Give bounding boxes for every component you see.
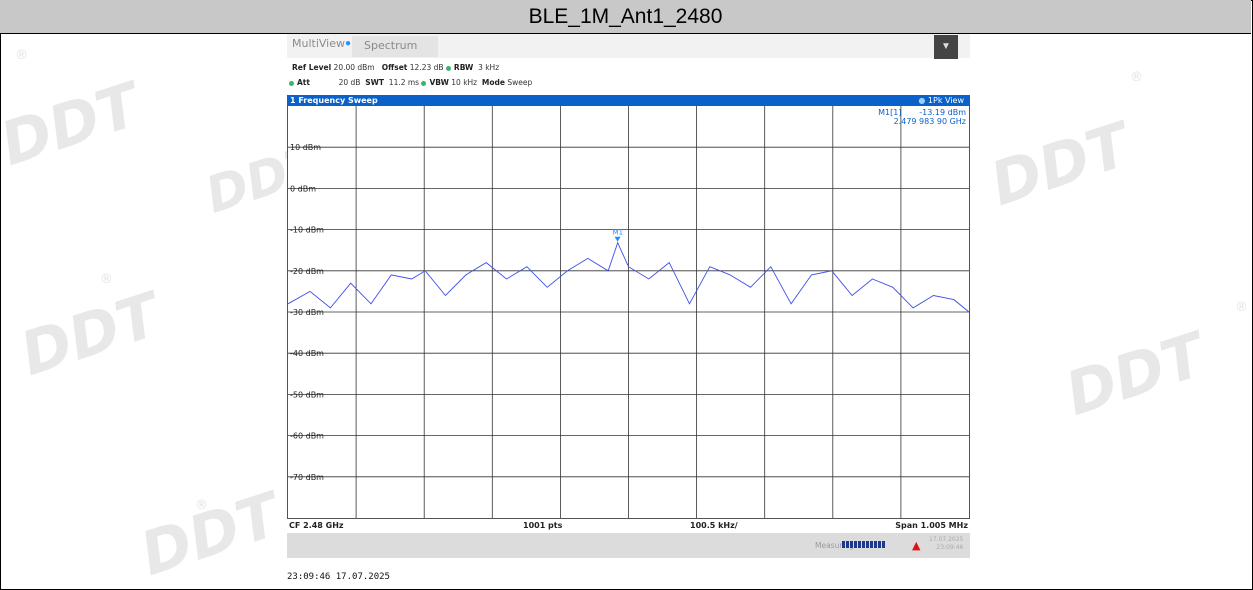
offset-label: Offset — [381, 63, 408, 72]
spectrum-chart: 10 dBm 0 dBm -10 dBm -20 dBm -30 dBm -40 dBm -… — [288, 106, 969, 518]
center-frequency: CF 2.48 GHz — [289, 521, 344, 530]
sweep-title: 1 Frequency Sweep — [290, 96, 378, 105]
y-tick-label: -50 dBm — [290, 390, 324, 399]
sweep-points: 1001 pts — [523, 521, 563, 530]
y-tick-label: -20 dBm — [290, 267, 324, 276]
y-tick-label: -30 dBm — [290, 308, 324, 317]
ref-level-label: Ref Level — [292, 63, 332, 72]
marker-readout: M1[1] -13.19 dBm 2.479 983 90 GHz — [878, 108, 966, 126]
marker-frequency: 2.479 983 90 GHz — [893, 117, 966, 126]
ref-level-value: 20.00 dBm — [333, 63, 375, 72]
y-tick-label: -40 dBm — [290, 349, 324, 358]
y-tick-label: 10 dBm — [290, 143, 321, 152]
swt-value: 11.2 ms — [388, 78, 420, 87]
y-tick-label: -70 dBm — [290, 473, 324, 482]
frequency-per-division: 100.5 kHz/ — [690, 521, 738, 530]
registered-mark: ® — [100, 272, 113, 287]
trace-view: ● 1Pk View — [918, 95, 964, 106]
swt-label: SWT — [365, 78, 385, 87]
menu-button[interactable]: ▼ — [934, 35, 958, 59]
marker-m1-label: M1 — [613, 229, 624, 237]
sweep-header: 1 Frequency Sweep ● 1Pk View — [287, 95, 970, 106]
measuring-status: Measuring... — [815, 541, 862, 550]
vbw-value: 10 kHz — [451, 78, 478, 87]
rbw-dot-icon — [445, 65, 451, 71]
param-row-2: Att 20 dB SWT 11.2 ms VBW 10 kHz Mode Sw… — [289, 78, 532, 87]
param-row-1: Ref Level 20.00 dBm Offset 12.23 dB RBW … — [292, 63, 499, 72]
warning-icon[interactable]: ▲ — [912, 539, 921, 552]
marker-level: -13.19 dBm — [919, 108, 966, 117]
tab-bar: MultiView ● Spectrum ▼ — [287, 34, 970, 59]
y-tick-label: -10 dBm — [290, 226, 324, 235]
tab-multiview[interactable]: MultiView — [292, 37, 345, 50]
chevron-down-icon: ▼ — [941, 41, 951, 52]
status-datetime: 17.07.2025 23:09:46 — [929, 536, 963, 552]
capture-timestamp: 23:09:46 17.07.2025 — [287, 572, 390, 582]
status-bar: Measuring... ▲ 17.07.2025 23:09:46 — [287, 533, 970, 558]
page-title: BLE_1M_Ant1_2480 — [0, 0, 1251, 34]
att-value: 20 dB — [338, 78, 361, 87]
att-dot-icon — [289, 80, 294, 86]
registered-mark: ® — [195, 498, 208, 513]
mode-label: Mode — [481, 78, 505, 87]
status-date: 17.07.2025 — [929, 536, 964, 543]
registered-mark: ® — [15, 48, 28, 63]
y-tick-label: -60 dBm — [290, 432, 324, 441]
spectrum-trace — [288, 241, 969, 313]
span: Span 1.005 MHz — [895, 521, 968, 530]
spectrum-plot: 10 dBm 0 dBm -10 dBm -20 dBm -30 dBm -40 dBm -… — [287, 106, 970, 518]
spectrum-analyzer-screen: MultiView ● Spectrum ▼ Ref Level 20.00 d… — [287, 34, 970, 558]
star-icon: ● — [345, 38, 352, 49]
tab-spectrum[interactable]: Spectrum — [352, 36, 438, 57]
progress-bar — [842, 541, 886, 548]
rbw-value: 3 kHz — [478, 63, 500, 72]
vbw-dot-icon — [421, 80, 427, 86]
offset-value: 12.23 dB — [409, 63, 444, 72]
rbw-label: RBW — [453, 63, 474, 72]
att-label: Att — [297, 78, 310, 87]
status-time: 23:09:46 — [936, 544, 964, 551]
registered-mark: ® — [1130, 70, 1143, 85]
trace-indicator-icon: ● — [918, 96, 926, 105]
mode-value: Sweep — [507, 78, 533, 87]
registered-mark: ® — [1235, 300, 1248, 315]
plot-footer: CF 2.48 GHz 1001 pts 100.5 kHz/ Span 1.0… — [287, 518, 970, 533]
trace-view-label: 1Pk View — [927, 96, 964, 105]
vbw-label: VBW — [429, 78, 449, 87]
marker-name: M1[1] — [878, 108, 902, 117]
y-tick-label: 0 dBm — [290, 184, 316, 193]
marker-m1 — [614, 236, 621, 242]
